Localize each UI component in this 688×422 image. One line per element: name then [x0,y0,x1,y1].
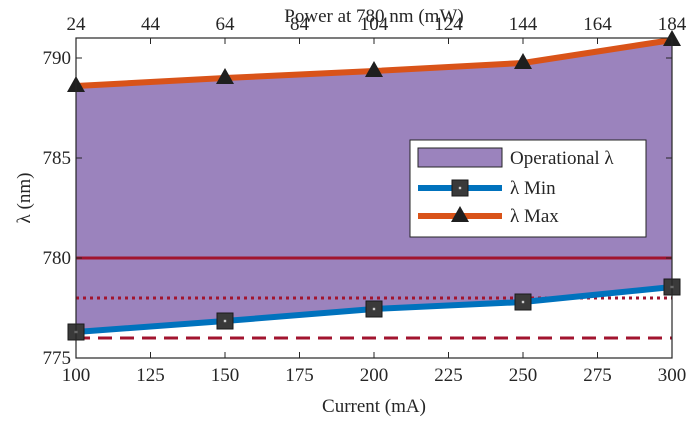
x-tick-label: 200 [360,365,389,386]
marker-max [216,68,234,84]
marker-max [514,53,532,69]
x-tick-label: 275 [583,365,612,386]
legend-label-min: λ Min [510,178,556,199]
legend-swatch-region [417,147,503,168]
x2-tick-label: 84 [290,14,310,35]
x-tick-label: 100 [62,365,91,386]
legend: Operational λ λ Min λ Max [409,139,647,238]
marker-dot-min [223,319,227,323]
x-tick-label: 150 [211,365,240,386]
y-tick-label: 790 [43,48,72,69]
legend-label-region: Operational λ [510,148,614,169]
x2-axis-label: Power at 780 nm (mW) [284,6,463,27]
x-tick-label: 125 [136,365,165,386]
marker-dot-min [521,300,525,304]
y-tick-label: 785 [43,148,72,169]
x-tick-label: 225 [434,365,463,386]
x2-tick-label: 24 [67,14,87,35]
y-tick-label: 780 [43,248,72,269]
marker-max [365,61,383,77]
x-tick-label: 300 [658,365,687,386]
x2-tick-label: 144 [509,14,538,35]
x2-tick-label: 64 [216,14,236,35]
x2-tick-label: 184 [658,14,687,35]
legend-label-max: λ Max [510,206,559,227]
x-tick-label: 175 [285,365,314,386]
x-axis-label: Current (mA) [322,396,426,417]
x2-tick-label: 164 [583,14,612,35]
x-tick-label: 250 [509,365,538,386]
axes: 100 125 150 175 200 225 250 275 300 24 44 64 84 104 12… [14,6,687,417]
marker-dot-min [372,307,376,311]
legend-marker-dot-min [458,186,462,190]
x2-tick-label: 44 [141,14,161,35]
x2-tick-label: 124 [434,14,463,35]
x2-tick-label: 104 [360,14,389,35]
legend-marker-max [451,206,469,222]
y-axis-label: λ (nm) [14,173,35,224]
y-tick-label: 775 [43,348,72,369]
